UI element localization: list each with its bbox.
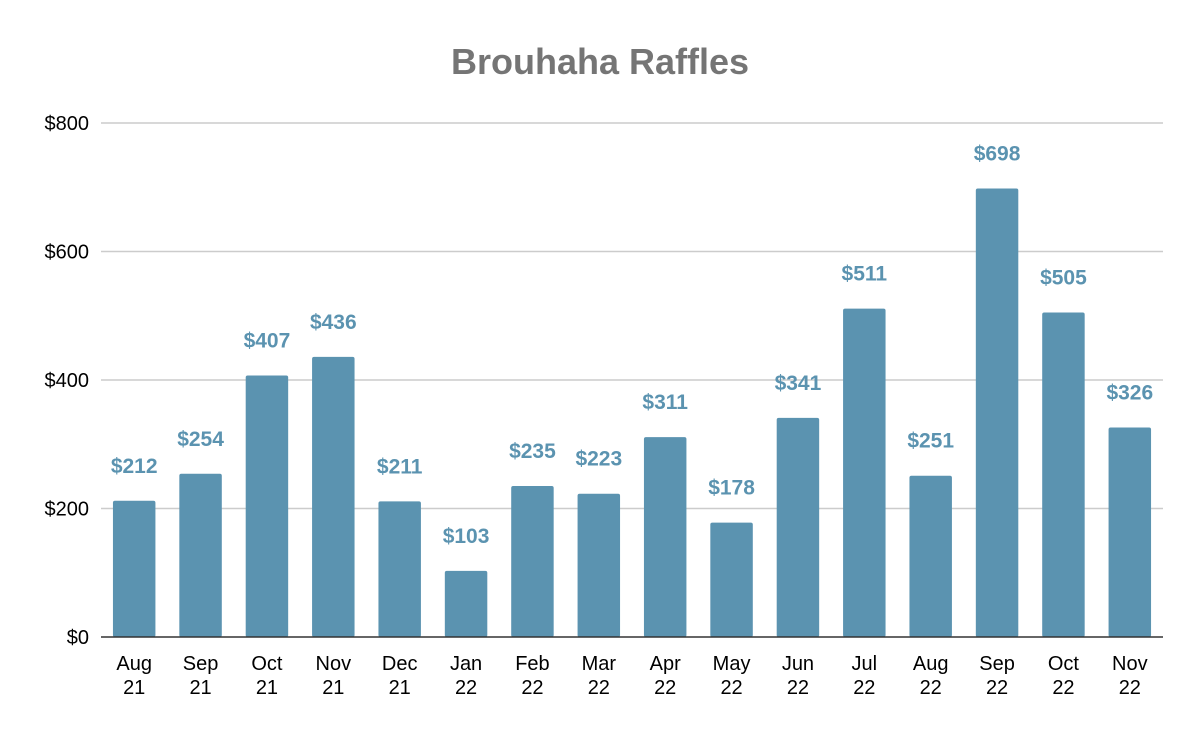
bar [975,188,1019,637]
x-tick-label: Nov 22 [1112,653,1148,699]
data-label: $511 [842,263,888,286]
bar [909,475,952,637]
data-label: $212 [111,455,158,478]
bar [776,417,820,637]
bar [312,356,355,637]
x-tick-label: May 22 [713,653,751,699]
data-label: $326 [1106,382,1153,405]
x-tick-label: Dec 21 [382,653,418,699]
y-tick-label: $400 [45,370,90,392]
data-label: $103 [443,525,490,548]
y-tick-label: $0 [67,627,89,649]
chart-title: Brouhaha Raffles [451,41,749,82]
data-labels: $212 $254 $407 $436 $211 $103 $235 $223 $311 $178… [111,143,1153,548]
x-tick-label: Sep 21 [183,653,219,699]
data-label: $178 [708,477,755,500]
y-tick-label: $200 [45,499,90,521]
x-tick-label: Oct 22 [1048,653,1080,699]
x-tick-label: Aug 22 [913,653,949,699]
bar [378,501,421,637]
bar [245,375,289,637]
x-tick-label: Mar 22 [582,653,617,699]
bar [444,570,488,637]
data-label: $436 [310,311,357,334]
x-tick-label: Feb 22 [515,653,549,699]
bar [179,473,222,637]
y-tick-label: $600 [45,242,90,264]
x-tick-label: Jul 22 [852,653,878,699]
data-label: $311 [642,391,688,414]
x-tick-label: Aug 21 [116,653,152,699]
bar [112,500,156,637]
x-tick-label: Nov 21 [316,653,352,699]
y-tick-label: $800 [45,113,90,135]
data-label: $211 [377,455,423,478]
data-label: $254 [177,428,224,451]
x-tick-label: Sep 22 [979,653,1015,699]
bar [643,437,687,637]
bar [1108,427,1152,637]
data-label: $505 [1040,267,1087,290]
bar [843,308,886,637]
x-tick-label: Apr 22 [650,653,681,699]
bar [710,522,753,637]
data-label: $341 [775,372,822,395]
bar [577,493,621,637]
data-label: $407 [244,330,291,353]
data-label: $223 [575,448,622,471]
x-axis-ticks: Aug 21 Sep 21 Oct 21 Nov 21 Dec 21 Jan 22 Feb 22 Mar 22… [116,653,1147,699]
x-tick-label: Jun 22 [782,653,814,699]
x-tick-label: Jan 22 [450,653,482,699]
data-label: $235 [509,440,556,463]
x-tick-label: Oct 21 [251,653,283,699]
bar [511,486,554,637]
data-label: $251 [907,430,954,453]
bar [1042,312,1085,637]
bars [112,188,1152,637]
y-axis-ticks: $0 $200 $400 $600 $800 [45,113,90,649]
data-label: $698 [974,143,1021,166]
